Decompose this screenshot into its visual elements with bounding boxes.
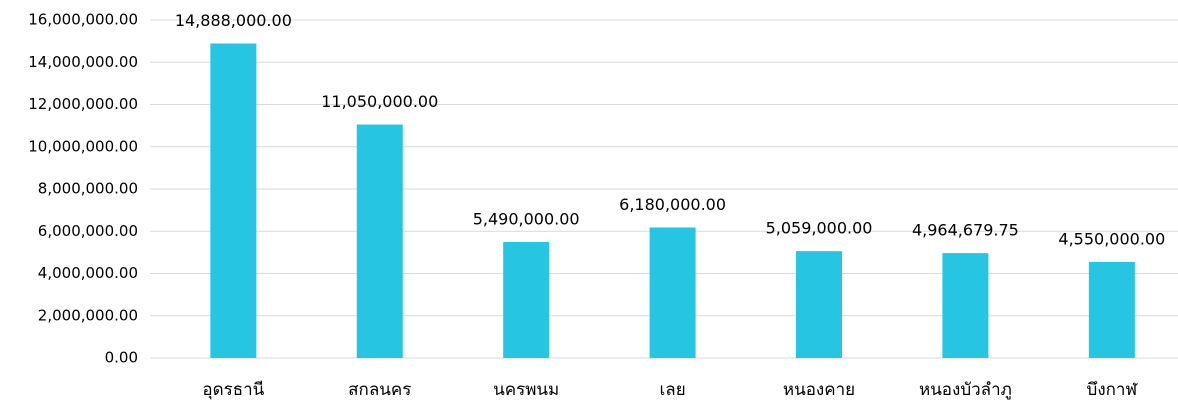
x-tick-label: นครพนม bbox=[493, 380, 559, 400]
bar bbox=[1088, 261, 1135, 358]
data-label: 5,490,000.00 bbox=[473, 210, 580, 229]
data-label: 4,964,679.75 bbox=[912, 221, 1019, 240]
bar bbox=[942, 253, 989, 358]
y-tick-label: 2,000,000.00 bbox=[38, 306, 138, 324]
bar bbox=[649, 227, 696, 358]
x-tick-label: เลย bbox=[659, 380, 685, 400]
y-tick-label: 8,000,000.00 bbox=[38, 180, 138, 198]
data-label: 14,888,000.00 bbox=[175, 11, 292, 30]
x-tick-label: หนองบัวลำภู bbox=[919, 380, 1012, 400]
y-tick-label: 14,000,000.00 bbox=[28, 53, 138, 71]
data-label: 11,050,000.00 bbox=[321, 92, 438, 111]
x-tick-label: สกลนคร bbox=[348, 380, 411, 400]
y-tick-label: 0.00 bbox=[105, 349, 138, 367]
data-label: 4,550,000.00 bbox=[1058, 229, 1165, 248]
x-tick-label: บึงกาฬ bbox=[1087, 380, 1139, 400]
y-tick-label: 16,000,000.00 bbox=[28, 11, 138, 29]
bar bbox=[356, 124, 403, 358]
y-tick-label: 6,000,000.00 bbox=[38, 222, 138, 240]
data-label: 5,059,000.00 bbox=[766, 219, 873, 238]
y-tick-label: 12,000,000.00 bbox=[28, 95, 138, 113]
y-tick-label: 4,000,000.00 bbox=[38, 264, 138, 282]
x-tick-label: อุดรธานี bbox=[202, 380, 264, 400]
x-tick-label: หนองคาย bbox=[783, 380, 855, 400]
bar bbox=[210, 43, 257, 359]
bar bbox=[503, 242, 550, 358]
data-label: 6,180,000.00 bbox=[619, 195, 726, 214]
y-tick-label: 10,000,000.00 bbox=[28, 137, 138, 155]
bar bbox=[796, 251, 843, 358]
